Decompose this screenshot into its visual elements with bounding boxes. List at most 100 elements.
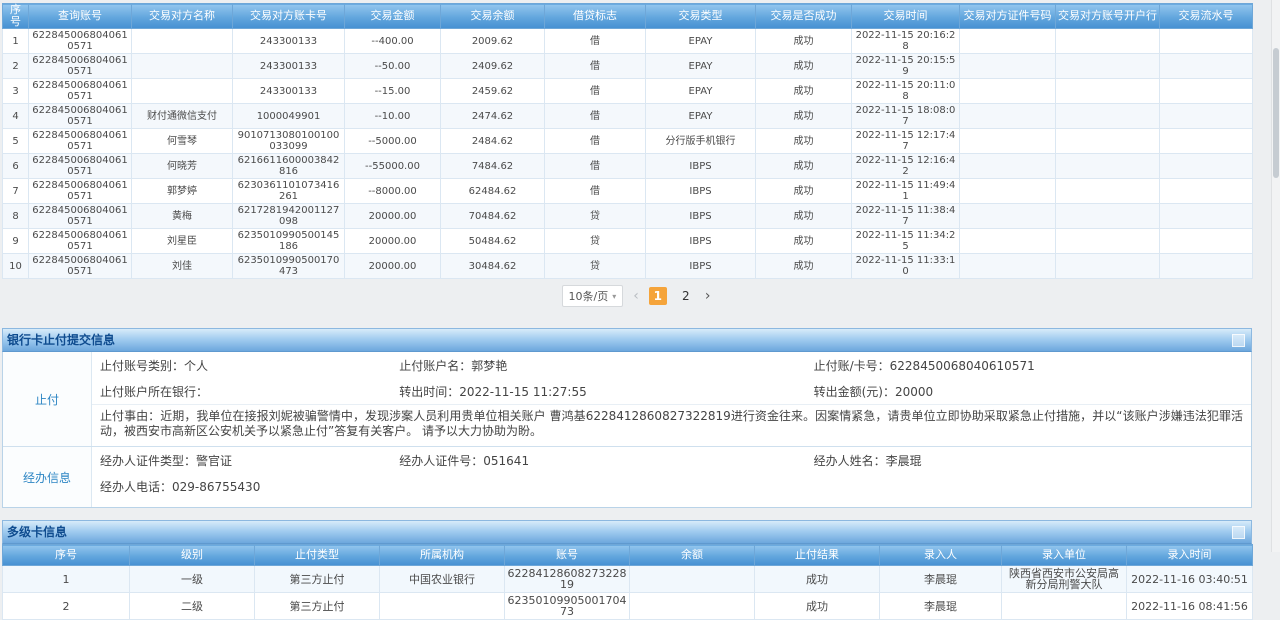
- table-cell: [1055, 203, 1160, 229]
- stop-account-type-field: 止付账号类别：个人: [100, 357, 399, 374]
- table-row: 9 6228450068040610571 刘星臣 62350109905001451…: [2, 228, 1253, 254]
- table-cell: 2022-11-16 08:41:56: [1126, 592, 1253, 620]
- transfer-time-field: 转出时间：2022-11-15 11:27:55: [399, 383, 813, 400]
- next-page-button[interactable]: ›: [704, 288, 711, 304]
- multi-card-table: 序号 级别 止付类型 所属机构 账号 余额 止付结果 录入人 录入单位 录入时间 1 一级 第三方止付…: [2, 544, 1253, 620]
- field-label: 经办人证件类型：: [100, 453, 197, 468]
- stop-reason-text: 止付事由：近期，我单位在接报刘妮被骗警情中，发现涉案人员利用贵单位相关账户 曹鸿…: [92, 404, 1251, 446]
- page-button[interactable]: 2: [682, 289, 690, 303]
- prev-page-button[interactable]: ‹: [633, 288, 639, 304]
- page-size-select[interactable]: 10条/页 ▾: [561, 285, 624, 307]
- table-cell: 2474.62: [440, 103, 545, 129]
- column-header: 交易流水号: [1159, 3, 1253, 29]
- section-title: 多级卡信息: [7, 525, 68, 539]
- page-button[interactable]: 1: [648, 287, 667, 305]
- table-cell: 2022-11-15 18:08:07: [851, 103, 960, 129]
- table-cell: 李晨琨: [879, 565, 1002, 593]
- table-cell: 6228450068040610571: [28, 28, 132, 54]
- table-cell: [959, 103, 1056, 129]
- table-cell: [959, 253, 1056, 279]
- table-cell: --400.00: [344, 28, 441, 54]
- table-cell: 7: [2, 178, 29, 204]
- table-cell: 6228450068040610571: [28, 228, 132, 254]
- table-cell: 黄梅: [131, 203, 233, 229]
- table-cell: 陕西省西安市公安局高新分局刑警大队: [1001, 565, 1127, 593]
- table-cell: 借: [544, 28, 646, 54]
- table-row: 10 6228450068040610571 刘佳 62350109905001704…: [2, 253, 1253, 279]
- table-cell: [1055, 128, 1160, 154]
- table-cell: --8000.00: [344, 178, 441, 204]
- table-cell: [1055, 228, 1160, 254]
- table-cell: --55000.00: [344, 153, 441, 179]
- table-row: 2 二级 第三方止付 6235010990500170473 成功 李晨琨 2022-11-…: [2, 592, 1253, 620]
- field-label: 止付账户所在银行：: [100, 384, 209, 399]
- table-row: 5 6228450068040610571 何雪琴 90107130801001000…: [2, 128, 1253, 154]
- collapse-icon[interactable]: [1232, 334, 1245, 347]
- table-cell: 4: [2, 103, 29, 129]
- table-cell: [1055, 153, 1160, 179]
- handler-id-type-field: 经办人证件类型：警官证: [100, 452, 399, 469]
- table-cell: 2022-11-15 11:38:47: [851, 203, 960, 229]
- table-cell: [959, 78, 1056, 104]
- column-header: 交易金额: [344, 3, 441, 29]
- field-row: 止付账号类别：个人 止付账户名：郭梦艳 止付账/卡号：6228450068040…: [92, 352, 1251, 378]
- handler-group: 经办信息 经办人证件类型：警官证 经办人证件号：051641 经办人姓名：李晨琨…: [3, 446, 1251, 507]
- table-cell: 1: [2, 565, 130, 593]
- table-cell: [629, 592, 755, 620]
- column-header: 录入单位: [1001, 544, 1127, 566]
- table-cell: --10.00: [344, 103, 441, 129]
- table-cell: 6235010990500145186: [232, 228, 345, 254]
- table-cell: 20000.00: [344, 253, 441, 279]
- column-header: 录入人: [879, 544, 1002, 566]
- table-cell: --5000.00: [344, 128, 441, 154]
- table-cell: 2022-11-16 03:40:51: [1126, 565, 1253, 593]
- table-cell: 刘星臣: [131, 228, 233, 254]
- table-cell: 6228450068040610571: [28, 153, 132, 179]
- column-header: 交易类型: [645, 3, 756, 29]
- stop-payment-section: 银行卡止付提交信息 止付 止付账号类别：个人 止付账户名：郭梦艳 止付账/卡号：…: [2, 328, 1252, 508]
- table-cell: 2022-11-15 11:49:41: [851, 178, 960, 204]
- field-value: 029-86755430: [172, 479, 261, 494]
- table-cell: 成功: [755, 178, 852, 204]
- table-cell: 2009.62: [440, 28, 545, 54]
- table-cell: EPAY: [645, 53, 756, 79]
- table-cell: 分行版手机银行: [645, 128, 756, 154]
- field-label: 止付账/卡号：: [813, 358, 890, 373]
- table-cell: 贷: [544, 228, 646, 254]
- field-row: 止付账户所在银行： 转出时间：2022-11-15 11:27:55 转出金额(…: [92, 378, 1251, 404]
- stop-payment-section-header: 银行卡止付提交信息: [2, 328, 1252, 352]
- table-cell: 借: [544, 153, 646, 179]
- page: 序号 查询账号 交易对方名称 交易对方账卡号 交易金额 交易余额 借贷标志 交易类型 交易是否成…: [2, 3, 1253, 620]
- table-cell: 8: [2, 203, 29, 229]
- scrollbar-thumb[interactable]: [1273, 48, 1279, 178]
- transactions-table: 序号 查询账号 交易对方名称 交易对方账卡号 交易金额 交易余额 借贷标志 交易类型 交易是否成…: [2, 3, 1253, 279]
- table-cell: 20000.00: [344, 228, 441, 254]
- column-header: 账号: [504, 544, 630, 566]
- table-cell: 6230361101073416261: [232, 178, 345, 204]
- table-cell: 6228450068040610571: [28, 178, 132, 204]
- table-cell: 成功: [755, 228, 852, 254]
- table-cell: 2409.62: [440, 53, 545, 79]
- field-label: 经办人姓名：: [813, 453, 886, 468]
- table-cell: 贷: [544, 253, 646, 279]
- table-cell: 成功: [755, 28, 852, 54]
- column-header: 交易余额: [440, 3, 545, 29]
- column-header: 交易时间: [851, 3, 960, 29]
- handler-phone-field: 经办人电话：029-86755430: [100, 478, 399, 495]
- table-cell: [1159, 128, 1253, 154]
- table-cell: 2022-11-15 12:17:47: [851, 128, 960, 154]
- table-cell: 借: [544, 103, 646, 129]
- table-row: 8 6228450068040610571 黄梅 621728194200112709…: [2, 203, 1253, 229]
- table-cell: [959, 28, 1056, 54]
- table-cell: 6228450068040610571: [28, 253, 132, 279]
- column-header: 止付结果: [754, 544, 880, 566]
- collapse-icon[interactable]: [1232, 526, 1245, 539]
- table-cell: [379, 592, 505, 620]
- table-cell: 5: [2, 128, 29, 154]
- table-cell: 李晨琨: [879, 592, 1002, 620]
- column-header: 止付类型: [254, 544, 380, 566]
- table-cell: [1159, 53, 1253, 79]
- table-cell: 第三方止付: [254, 592, 380, 620]
- table-cell: [1001, 592, 1127, 620]
- field-value: 051641: [483, 453, 530, 468]
